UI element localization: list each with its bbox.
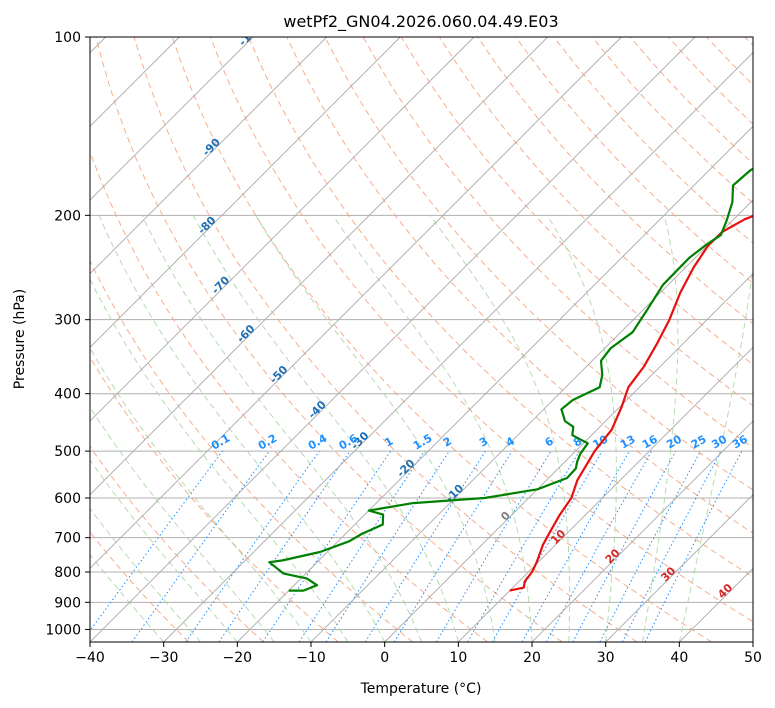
moist-adiabat [90, 459, 238, 642]
isotherm-line [458, 346, 753, 642]
y-tick-label: 100 [54, 30, 81, 46]
dry-adiabat [90, 445, 264, 642]
x-tick-label: −10 [296, 650, 326, 666]
y-tick-label: 200 [54, 208, 81, 224]
x-tick-label: 30 [597, 650, 615, 666]
temperature-profile-line [509, 214, 753, 592]
isotherm-line [163, 52, 753, 642]
mixing-ratio-line [325, 450, 450, 642]
mixing-ratio-line [90, 450, 223, 632]
dry-adiabat [95, 37, 563, 642]
x-tick-label: 50 [744, 650, 762, 666]
isotherm-line [90, 37, 548, 496]
dry-adiabat [171, 37, 712, 642]
dry-adiabat [90, 356, 339, 642]
isotherm-line [605, 494, 753, 642]
dry-adiabat [248, 37, 753, 578]
dry-adiabats [90, 37, 753, 642]
isotherm-line [90, 37, 622, 569]
dewpoint-profile-line [268, 167, 753, 592]
moist-adiabat [642, 215, 679, 642]
y-axis-ticks: 100 200 300 400 500 600 700 800 900 1000 [45, 30, 90, 638]
x-tick-label: 0 [380, 650, 389, 666]
moist-adiabat [90, 406, 275, 642]
y-tick-label: 700 [54, 531, 81, 547]
moist-adiabat [678, 263, 753, 642]
isotherm-line [90, 37, 327, 275]
y-tick-label: 600 [54, 491, 81, 507]
mixing-ratio-line [185, 450, 320, 642]
y-tick-label: 500 [54, 444, 81, 460]
x-tick-label: 20 [523, 650, 541, 666]
mixing-ratio-line [218, 450, 351, 642]
chart-title: wetPf2_GN04.2026.060.04.49.E03 [283, 12, 558, 32]
plot-frame [89, 36, 754, 643]
isotherm-line [90, 37, 254, 201]
mixing-ratio-line [262, 450, 392, 642]
x-tick-label: 10 [449, 650, 467, 666]
x-tick-label: 40 [670, 650, 688, 666]
isotherm-line [90, 37, 475, 422]
moist-adiabat [141, 215, 422, 642]
dry-adiabat [286, 37, 753, 534]
isotherm-line [90, 37, 401, 348]
mixing-ratio-line [521, 450, 630, 642]
y-tick-label: 900 [54, 595, 81, 611]
x-tick-label: −30 [149, 650, 179, 666]
isotherm-line [384, 273, 753, 642]
y-tick-label: 400 [54, 387, 81, 403]
y-tick-label: 300 [54, 313, 81, 329]
profile-series [268, 167, 753, 592]
moist-adiabat [332, 215, 533, 642]
mixing-ratio-line [545, 450, 653, 642]
isotherm-line [531, 420, 753, 642]
mixing-ratio-lines [90, 450, 743, 642]
moist-adiabat [192, 215, 459, 642]
x-axis-title: Temperature (°C) [360, 681, 482, 697]
y-axis-title: Pressure (hPa) [12, 289, 28, 389]
isotherm-line [237, 125, 753, 642]
mixing-ratio-line [572, 450, 677, 642]
moist-adiabat [98, 215, 386, 642]
moist-adiabats [90, 215, 753, 642]
mixing-ratio-line [644, 450, 743, 642]
moist-adiabat [90, 347, 312, 642]
moist-adiabat [546, 215, 617, 642]
isotherm-line [90, 37, 696, 642]
dry-adiabat [210, 37, 753, 623]
isotherms [90, 37, 753, 642]
x-axis-ticks: −40 −30 −20 −10 0 10 20 30 40 50 [75, 642, 762, 666]
x-tick-label: −20 [223, 650, 253, 666]
y-tick-label: 800 [54, 565, 81, 581]
mixing-ratio-line [298, 450, 425, 642]
isotherm-line [310, 199, 753, 642]
mixing-ratio-line [393, 450, 513, 642]
mixing-ratio-line [131, 450, 270, 642]
x-tick-label: −40 [75, 650, 105, 666]
dry-adiabat [515, 37, 753, 284]
isotherm-label: -100 [236, 20, 265, 49]
dry-adiabat [90, 259, 414, 642]
y-tick-label: 1000 [45, 622, 81, 638]
dry-adiabat [324, 37, 753, 491]
dry-adiabat [133, 37, 638, 642]
